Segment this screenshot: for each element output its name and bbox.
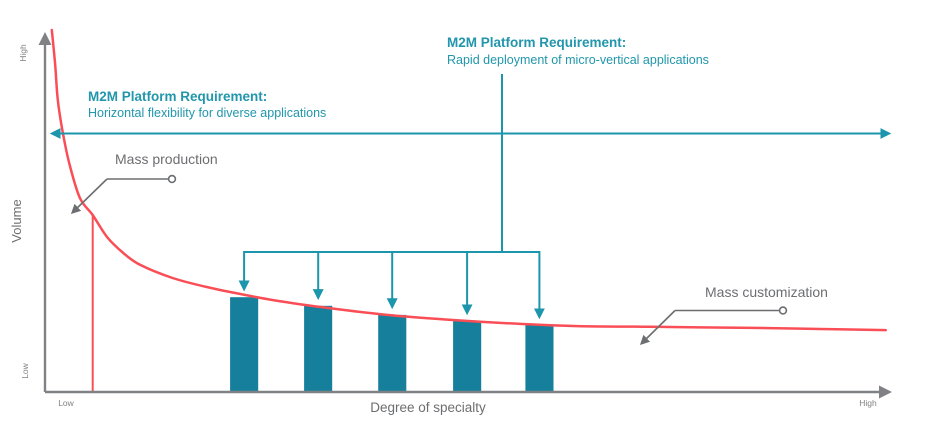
y-axis-high-tick-label: High xyxy=(18,44,28,62)
x-axis-label: Degree of specialty xyxy=(370,400,486,415)
specialty-segment-bar-5 xyxy=(525,325,554,391)
curve-layer xyxy=(50,28,888,391)
mass-customization-leader-arrow xyxy=(639,309,676,346)
mass-production-leader-dot xyxy=(167,174,177,184)
teal-annotations xyxy=(49,74,892,251)
bar-connector-layer xyxy=(238,251,545,320)
long-tail-curve xyxy=(50,28,888,332)
mass-customization-leader xyxy=(639,306,788,346)
axes xyxy=(38,32,892,399)
x-axis-high-tick-label: High xyxy=(859,398,877,408)
labels: M2M Platform Requirement: Horizontal fle… xyxy=(9,35,877,415)
mass-production-leader xyxy=(70,174,177,215)
specialty-segment-bar-1 xyxy=(230,297,259,391)
mass-customization-leader-dot xyxy=(778,306,788,315)
vertical-requirement-title: M2M Platform Requirement: xyxy=(447,35,626,50)
horizontal-requirement-title: M2M Platform Requirement: xyxy=(88,89,267,104)
mass-customization-label: Mass customization xyxy=(705,284,828,300)
y-axis-label: Volume xyxy=(9,199,24,242)
mass-production-label: Mass production xyxy=(115,151,218,167)
vertical-requirement-subtitle: Rapid deployment of micro-vertical appli… xyxy=(447,53,709,67)
specialty-segment-bar-2 xyxy=(304,305,333,391)
x-axis-low-tick-label: Low xyxy=(58,398,74,408)
mass-production-leader-arrow xyxy=(70,178,108,215)
specialty-segment-bar-3 xyxy=(378,314,407,391)
y-axis-low-tick-label: Low xyxy=(20,362,30,378)
horizontal-requirement-subtitle: Horizontal flexibility for diverse appli… xyxy=(88,106,326,120)
bars-layer xyxy=(230,297,554,391)
specialty-segment-bar-4 xyxy=(453,321,482,391)
